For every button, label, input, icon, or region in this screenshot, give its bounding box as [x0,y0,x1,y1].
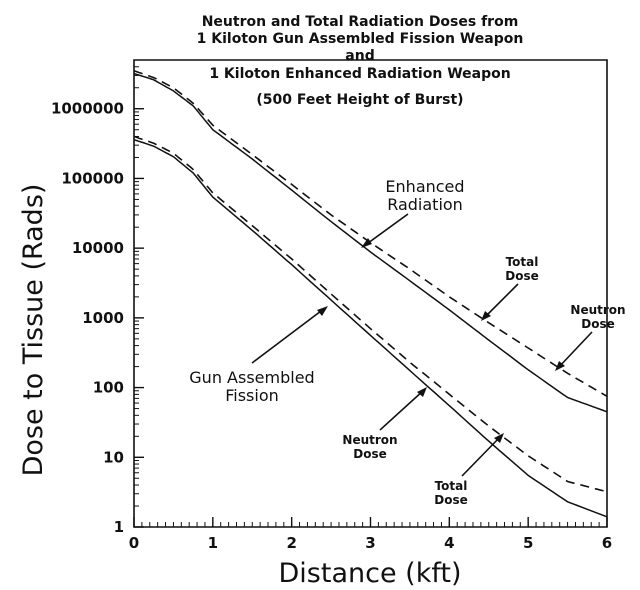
x-tick-label-2: 2 [286,534,296,552]
x-axis-label: Distance (kft) [279,558,462,589]
series-line-3-neutron-dose [133,138,608,518]
series-line-1-neutron-dose [133,72,608,413]
title-line-1: Neutron and Total Radiation Doses from [202,14,519,30]
label-neutron-upper-line-1: Neutron [570,303,625,317]
arrow-total-lower [461,435,502,477]
label-enhanced-line-1: Enhanced [385,177,464,196]
series-line-0-total-dose [133,70,608,397]
label-enhanced-line-2: Radiation [387,195,463,214]
y-tick-label-2: 100 [93,379,124,397]
y-tick-label-5: 100000 [61,169,124,187]
title-line-5: (500 Feet Height of Burst) [256,92,463,108]
label-neutron-lower-line-1: Neutron [342,433,397,447]
label-total-upper-line-2: Dose [505,269,539,283]
arrow-enhanced [363,213,409,247]
x-tick-label-3: 3 [365,534,375,552]
label-gun-line-2: Fission [225,386,279,405]
arrowhead-enhanced [361,238,372,248]
x-tick-label-5: 5 [523,534,533,552]
y-axis-label: Dose to Tissue (Rads) [18,184,49,477]
label-neutron-upper-line-2: Dose [581,317,615,331]
arrow-total-upper [483,283,519,319]
y-tick-label-1: 10 [103,448,124,466]
arrowhead-total-upper [481,311,491,321]
arrowhead-neutron-lower [417,387,427,397]
y-tick-label-4: 10000 [72,239,124,257]
arrow-neutron-lower [379,389,425,431]
label-gun-line-1: Gun Assembled [189,368,314,387]
arrowhead-total-lower [494,433,504,443]
arrow-neutron-upper [557,331,593,369]
label-total-lower-line-2: Dose [434,493,468,507]
series-line-2-total-dose [133,135,608,493]
arrow-gun [251,307,326,364]
x-tick-label-1: 1 [208,534,218,552]
arrowhead-neutron-upper [555,361,565,371]
y-tick-label-3: 1000 [82,309,124,327]
arrowhead-gun [317,306,328,316]
label-total-upper-line-1: Total [506,255,539,269]
title-line-3: and [345,48,374,64]
curves [133,70,608,518]
x-tick-label-6: 6 [602,534,612,552]
chart-title: Neutron and Total Radiation Doses from 1… [197,14,524,108]
x-tick-label-0: 0 [129,534,139,552]
label-total-lower-line-1: Total [435,479,468,493]
label-neutron-lower-line-2: Dose [353,447,387,461]
y-tick-label-0: 1 [114,518,124,536]
x-tick-label-4: 4 [444,534,454,552]
title-line-2: 1 Kiloton Gun Assembled Fission Weapon [197,31,524,47]
title-line-4: 1 Kiloton Enhanced Radiation Weapon [209,66,510,82]
annotations: Enhanced Radiation Gun Assembled Fission… [189,177,625,507]
y-tick-label-6: 1000000 [51,100,124,118]
